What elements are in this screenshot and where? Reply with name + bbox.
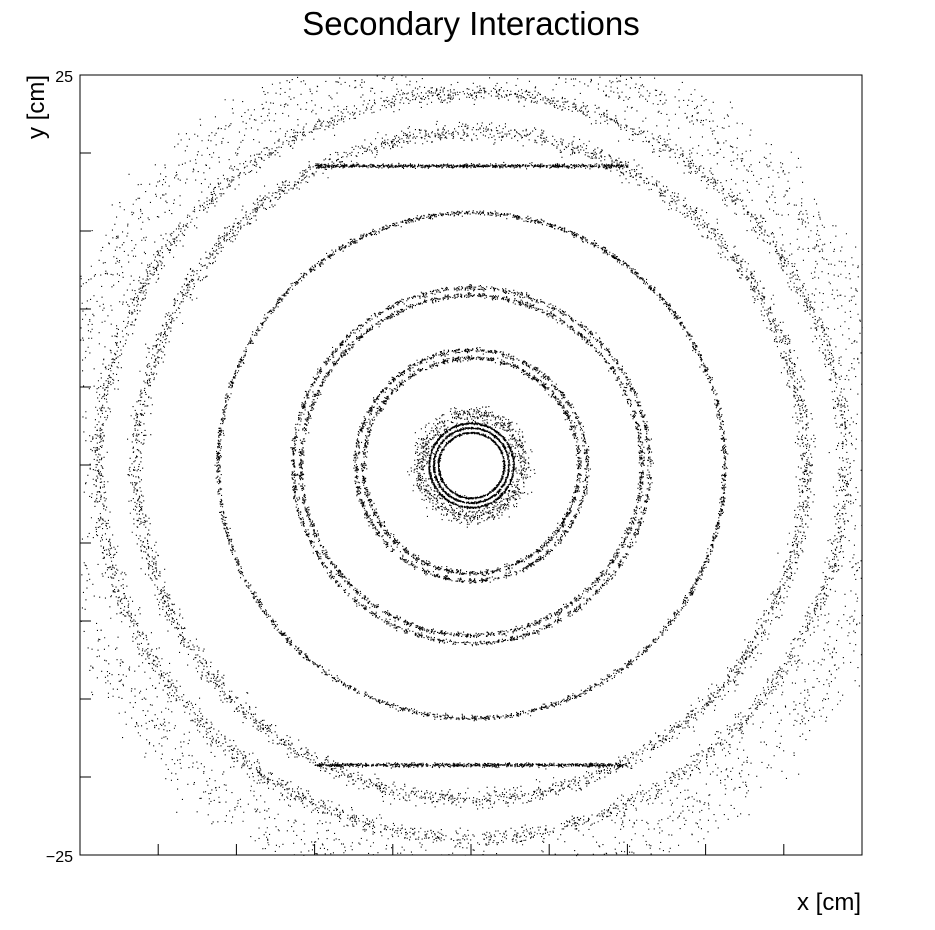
- plot-frame: [79, 74, 863, 856]
- chart-title: Secondary Interactions: [302, 5, 640, 42]
- axis-ticks: [80, 152, 785, 855]
- y-axis-label: y [cm]: [23, 75, 50, 139]
- scatter-points: [80, 75, 863, 857]
- scatter-point-cloud: [80, 75, 863, 857]
- x-axis-label: x [cm]: [797, 889, 861, 916]
- y-tick-label-top: 25: [55, 69, 73, 86]
- y-tick-label-bottom: −25: [46, 849, 73, 866]
